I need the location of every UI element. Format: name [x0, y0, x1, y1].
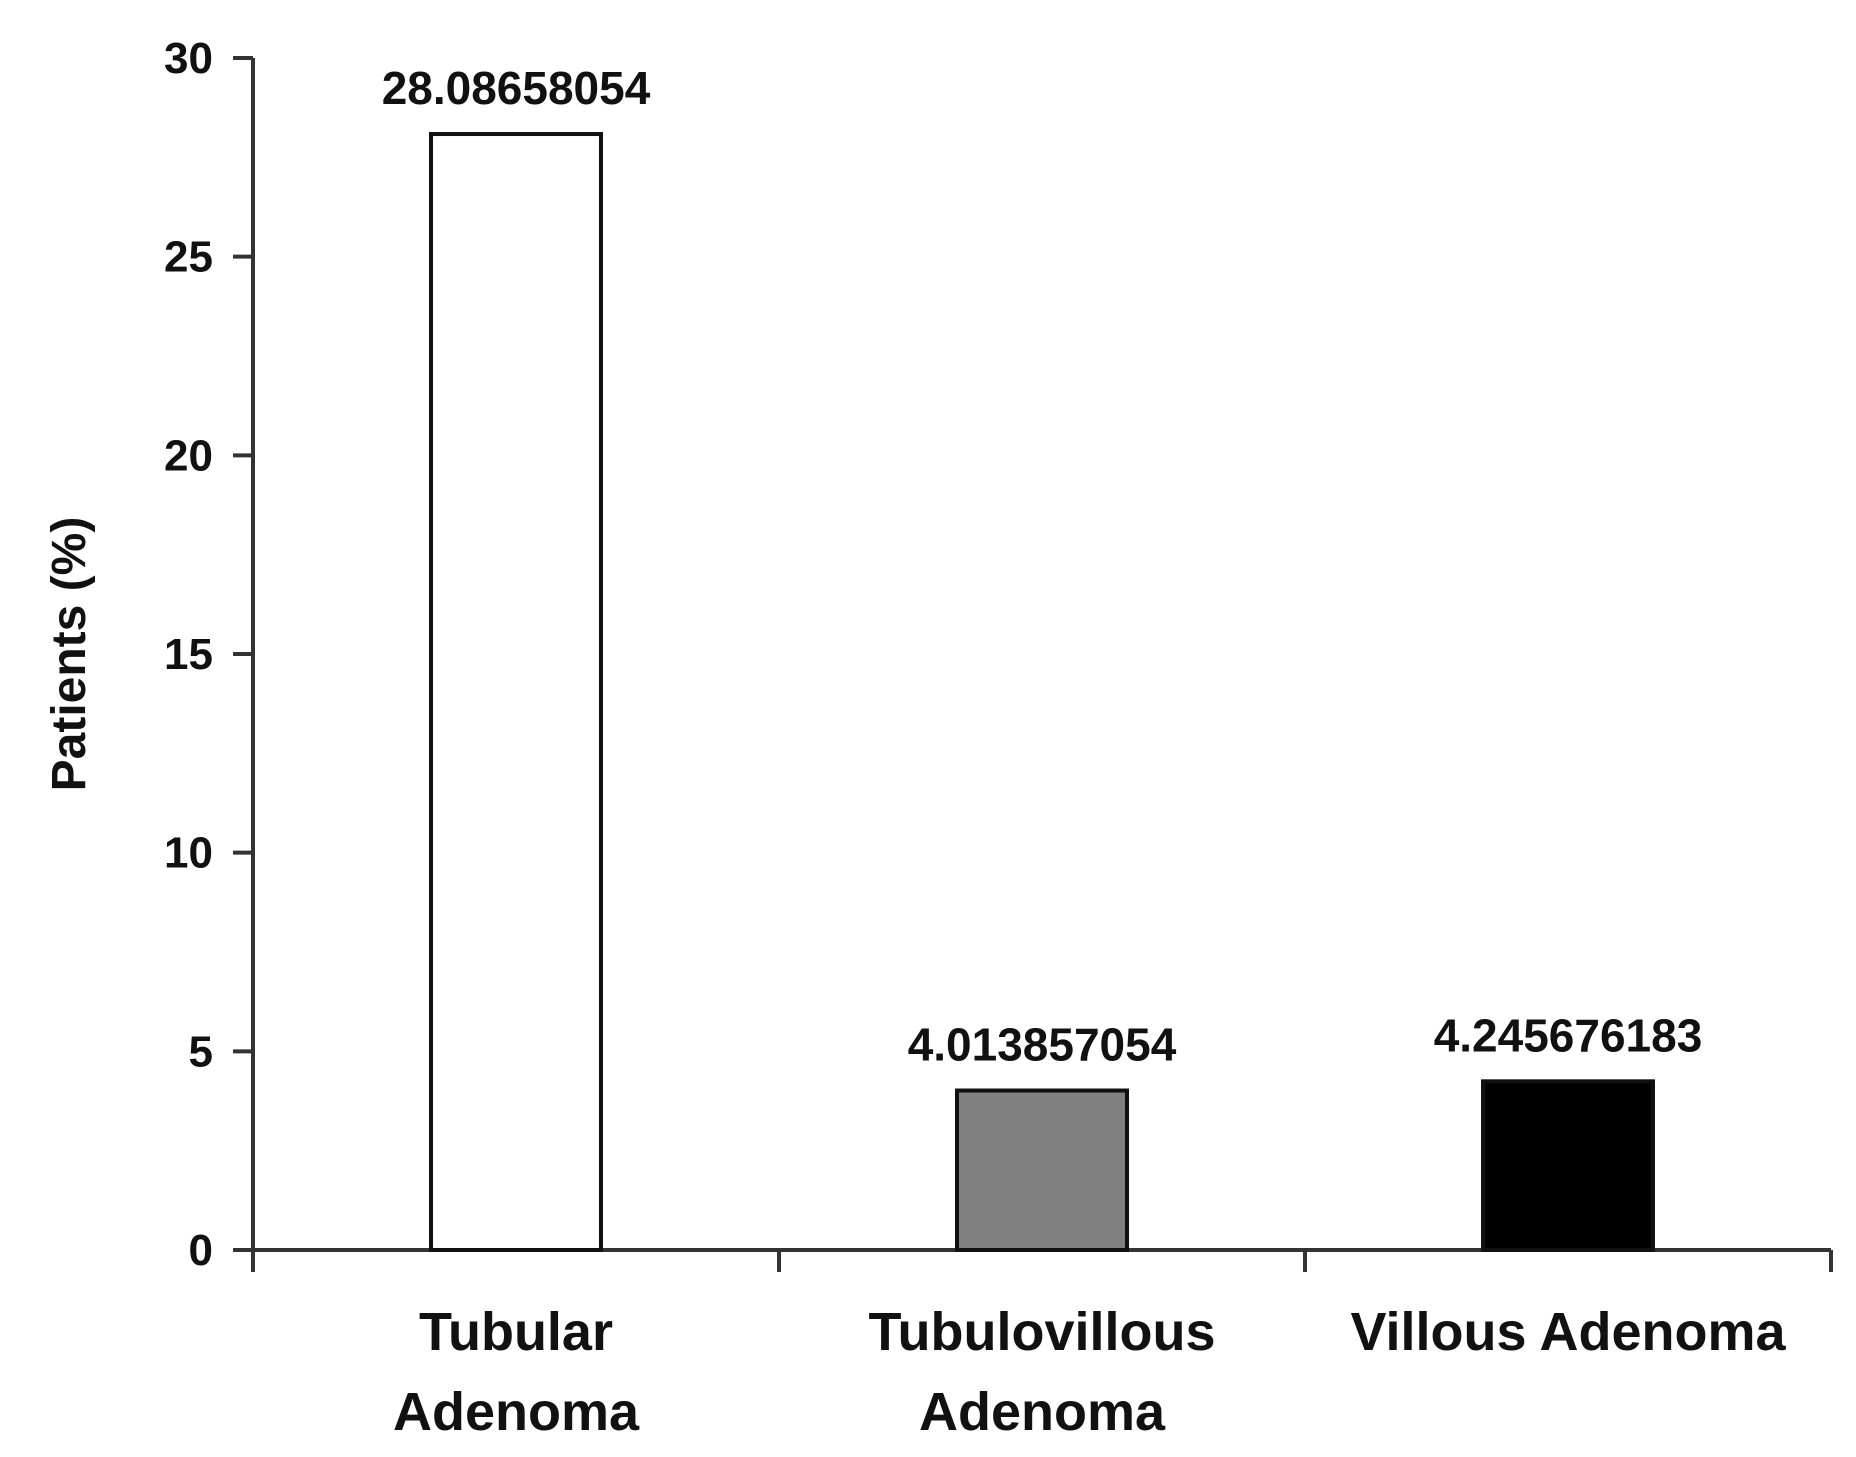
y-tick-label: 5: [189, 1027, 213, 1076]
data-label: 4.013857054: [908, 1019, 1177, 1071]
bar: [429, 132, 603, 1253]
bar: [955, 1088, 1129, 1253]
x-category-label: Villous Adenoma: [1350, 1302, 1786, 1362]
y-tick-label: 20: [164, 431, 213, 480]
data-label: 28.08658054: [382, 62, 651, 114]
x-category-label: Tubulovillous: [869, 1302, 1216, 1362]
x-category-label: Tubular: [419, 1302, 613, 1362]
data-label: 4.245676183: [1434, 1009, 1703, 1061]
y-axis-title: Patients (%): [43, 517, 96, 792]
bar: [1481, 1079, 1655, 1253]
y-tick-label: 25: [164, 233, 213, 282]
plot-area: 0 5 10 15 20 25 30 28.08658054 Tubular Adenoma 4.0…: [164, 34, 1833, 1442]
y-tick-label: 0: [189, 1226, 213, 1275]
y-tick-label: 10: [164, 829, 213, 878]
y-tick-label: 30: [164, 34, 213, 83]
y-tick-label: 15: [164, 630, 213, 679]
x-category-label: Adenoma: [919, 1382, 1166, 1442]
x-category-label: Adenoma: [393, 1382, 640, 1442]
